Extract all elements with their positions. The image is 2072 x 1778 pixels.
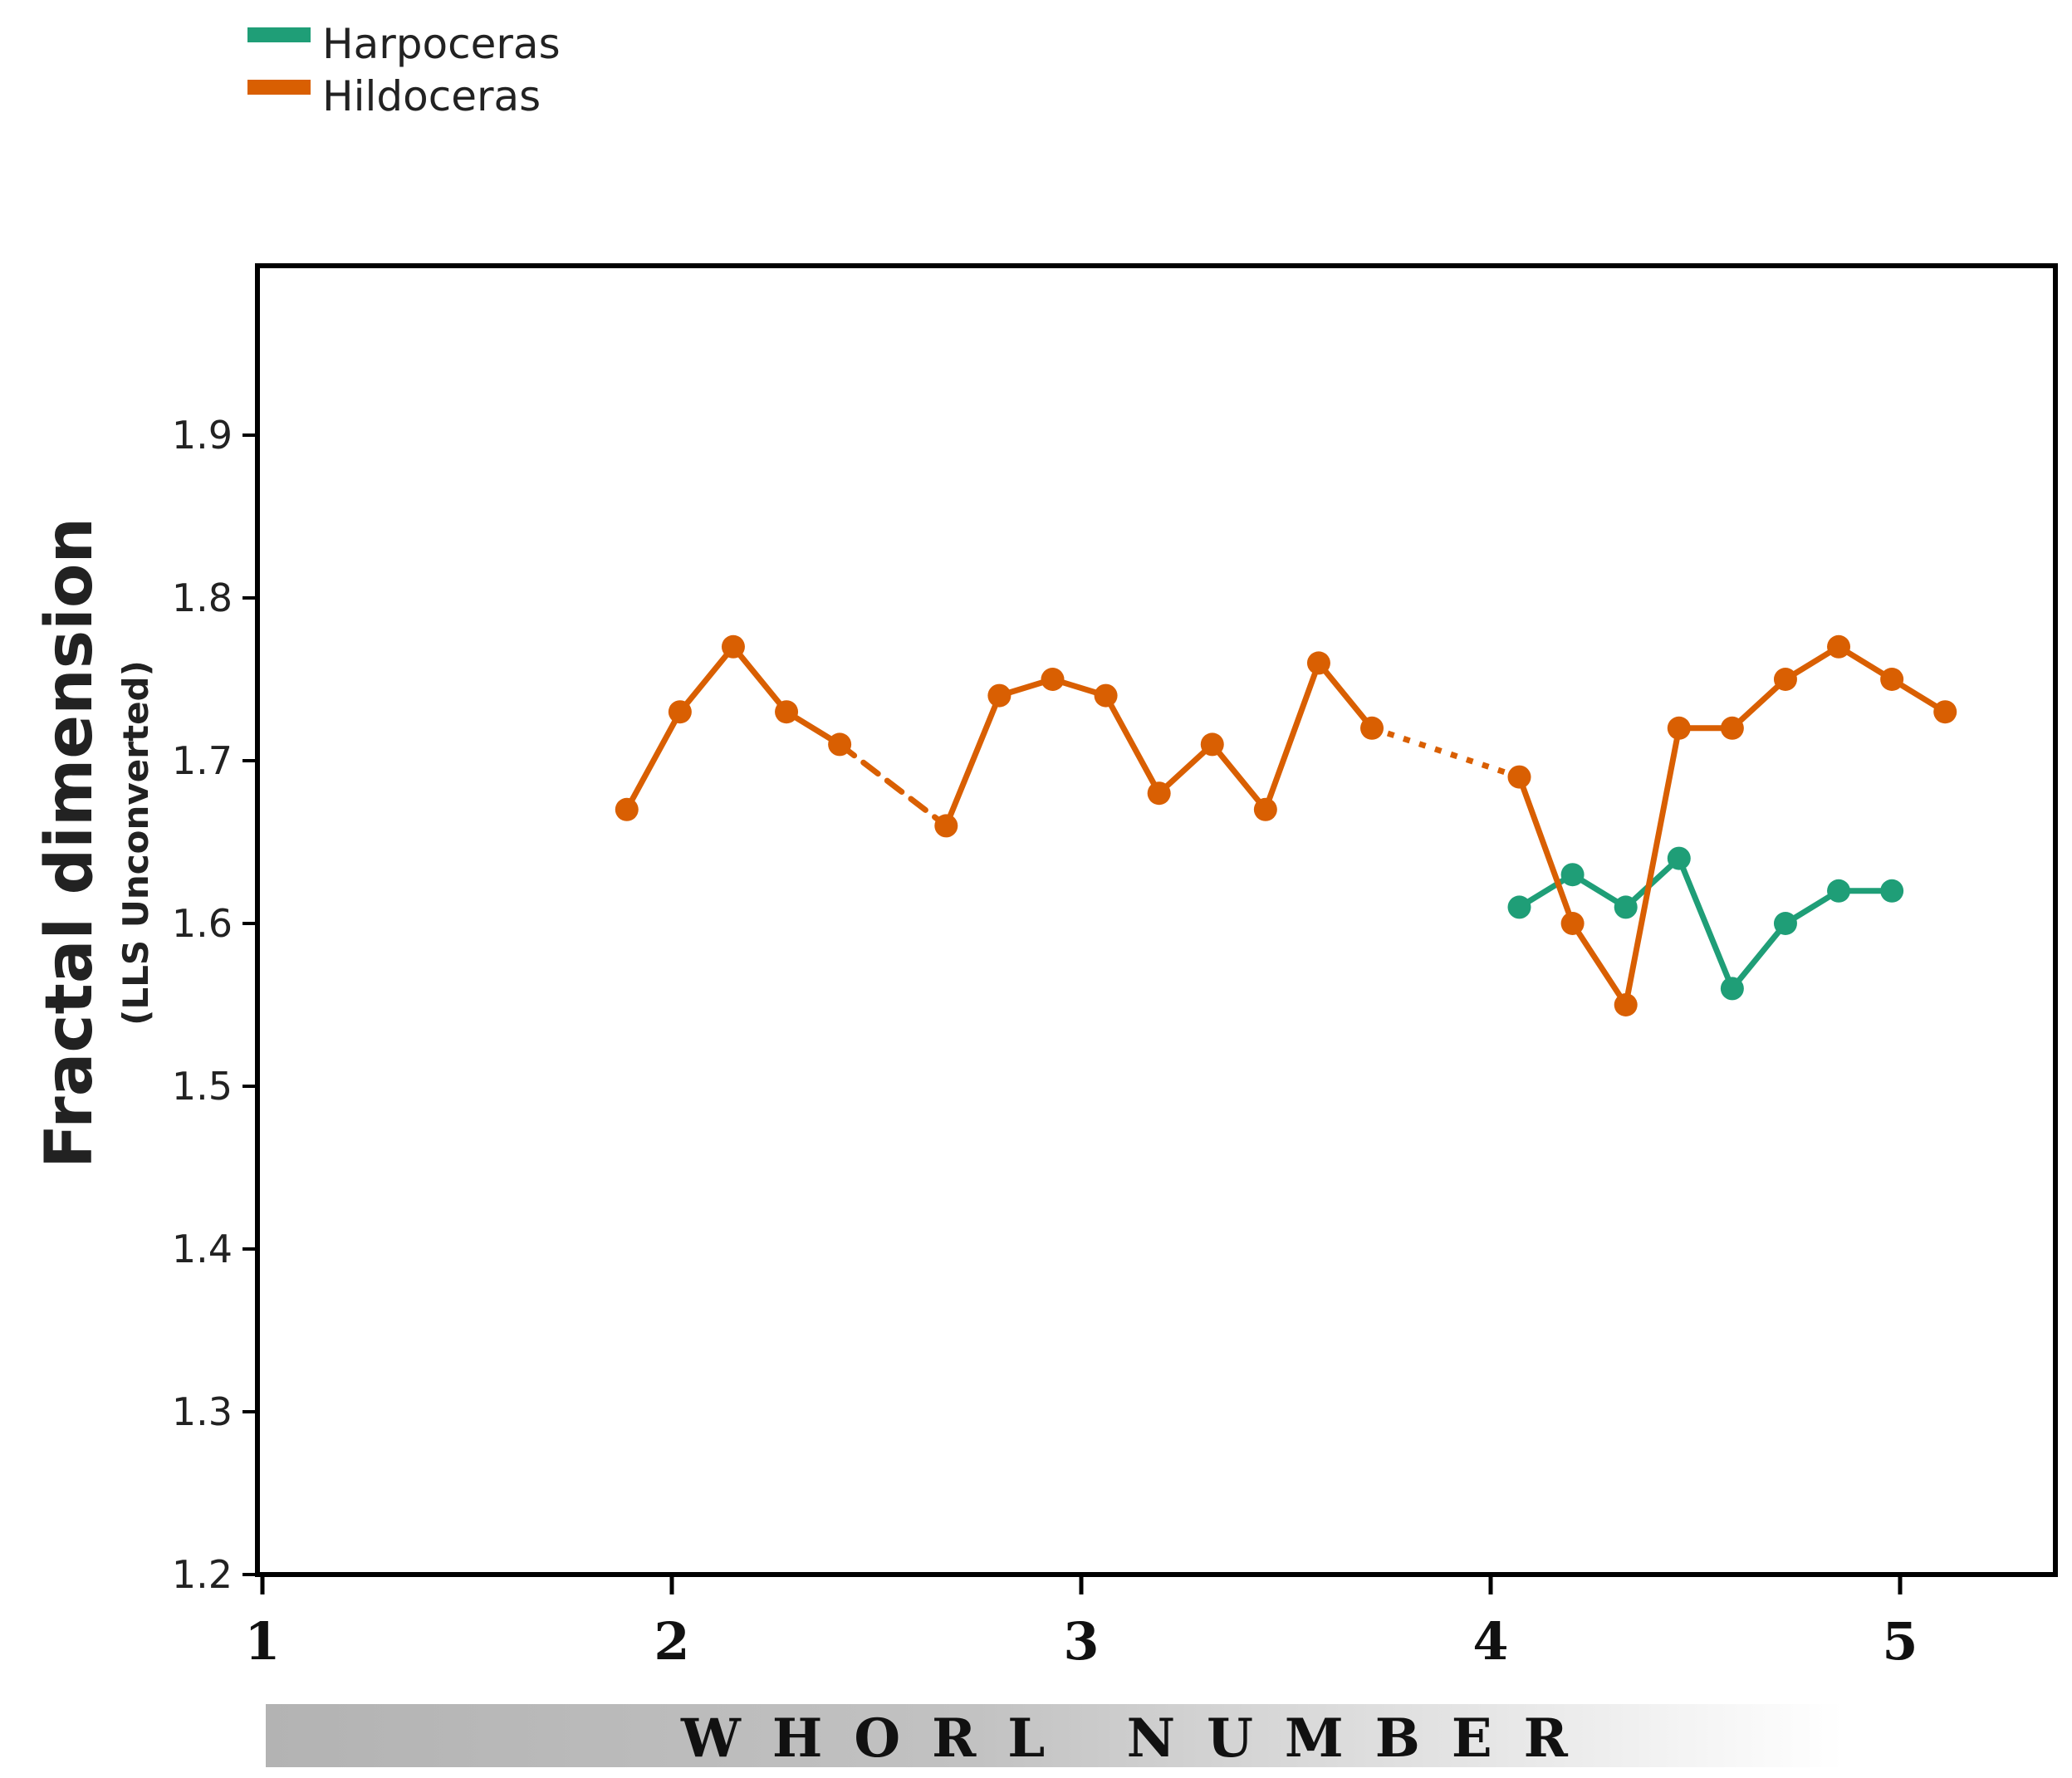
data-point	[1094, 683, 1118, 708]
data-point	[1614, 993, 1638, 1016]
data-point	[1720, 977, 1744, 1001]
data-point	[1507, 765, 1531, 789]
data-point	[1827, 879, 1851, 903]
series-line-segment	[1315, 659, 1375, 732]
x-axis-title: WHORL NUMBER	[680, 1707, 1599, 1770]
x-tick-label: 3	[1063, 1611, 1099, 1672]
y-axis: 1.2 1.3 1.4 1.5 1.6 1.7 1.8 1.9	[172, 413, 257, 1597]
data-point	[1667, 846, 1691, 870]
series-line-segment	[1156, 741, 1216, 796]
series-line-segment	[1262, 659, 1322, 813]
y-tick-label: 1.4	[172, 1227, 233, 1271]
series-line-segment	[1623, 855, 1683, 910]
data-point	[987, 683, 1012, 708]
legend-label-harpoceras: Harpoceras	[322, 20, 561, 68]
data-point	[1880, 668, 1904, 691]
data-point	[1560, 863, 1585, 887]
data-point	[934, 814, 958, 838]
x-tick-label: 2	[654, 1611, 689, 1672]
series-line-segment	[1370, 725, 1521, 780]
series-line-segment	[1676, 855, 1736, 992]
y-tick-label: 1.7	[172, 738, 233, 783]
data-point	[1560, 912, 1585, 935]
data-point	[1827, 634, 1851, 659]
data-point	[1773, 912, 1797, 935]
data-point	[1147, 781, 1171, 806]
x-tick-label: 1	[244, 1611, 280, 1672]
data-point	[1200, 732, 1224, 757]
series-line-segment	[1729, 676, 1789, 732]
data-point	[1720, 716, 1744, 740]
series-line-segment	[1516, 774, 1576, 927]
series-line-segment	[677, 644, 737, 715]
data-point	[1880, 879, 1904, 903]
series-harpoceras	[1507, 846, 1904, 1001]
data-point	[1253, 797, 1277, 821]
series-line-segment	[1570, 920, 1629, 1008]
legend-swatch-harpoceras	[247, 27, 311, 42]
data-point	[1360, 716, 1384, 740]
y-axis-title: Fractal dimension	[32, 517, 107, 1168]
data-point	[1933, 700, 1957, 724]
data-point	[1306, 651, 1330, 675]
data-point	[828, 732, 852, 757]
x-tick-label: 4	[1472, 1611, 1508, 1672]
y-axis-label: Fractal dimension (LLS Unconverted)	[32, 517, 156, 1168]
series-line-segment	[1103, 693, 1163, 796]
data-point	[668, 700, 692, 724]
data-point	[1667, 716, 1691, 740]
series-line-segment	[730, 644, 790, 715]
y-tick-label: 1.2	[172, 1552, 233, 1597]
series-line-segment	[836, 741, 949, 829]
y-tick-label: 1.8	[172, 576, 233, 620]
data-point	[721, 634, 745, 659]
y-tick-label: 1.9	[172, 413, 233, 458]
legend-swatch-hildoceras	[247, 80, 311, 95]
data-point	[1507, 895, 1531, 919]
y-axis-subtitle: (LLS Unconverted)	[115, 660, 156, 1026]
data-point	[775, 700, 799, 724]
x-tick-label: 5	[1882, 1611, 1918, 1672]
legend-label-hildoceras: Hildoceras	[322, 72, 541, 120]
plot-area	[255, 263, 2058, 1577]
y-tick-label: 1.6	[172, 901, 233, 946]
data-point	[1614, 895, 1638, 919]
data-point	[615, 797, 639, 821]
x-axis: 1 2 3 4 5	[244, 1575, 1918, 1672]
series-line-segment	[1209, 741, 1269, 813]
series-hildoceras	[615, 634, 1957, 1016]
series-line-segment	[943, 693, 1002, 829]
series-layer	[615, 634, 1957, 1016]
y-tick-label: 1.5	[172, 1064, 233, 1109]
x-axis-label-band	[266, 1704, 1844, 1767]
y-tick-label: 1.3	[172, 1389, 233, 1434]
series-line-segment	[624, 708, 683, 813]
data-point	[1773, 668, 1797, 691]
series-line-segment	[1623, 725, 1683, 1008]
data-point	[1041, 668, 1065, 691]
series-line-segment	[1729, 920, 1789, 992]
legend: Harpoceras Hildoceras	[247, 20, 561, 120]
